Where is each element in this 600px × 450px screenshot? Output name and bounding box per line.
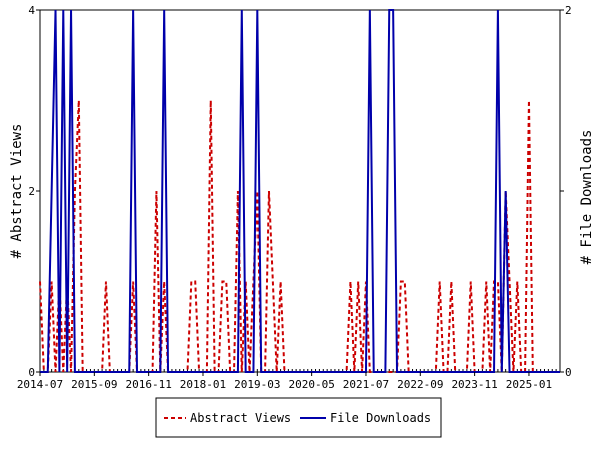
series-layer [39, 9, 560, 373]
y-right-tick-label: 2 [565, 4, 572, 17]
plot-area [39, 9, 561, 373]
x-tick-label: 2021-07 [343, 378, 389, 391]
y-right-tick-label: 0 [565, 366, 572, 379]
y-right-axis-title: # File Downloads [579, 130, 595, 265]
x-tick-label: 2014-07 [17, 378, 63, 391]
y-left-ticks: 0 2 4 [28, 4, 40, 379]
x-tick-label: 2022-09 [397, 378, 443, 391]
y-left-tick-label: 2 [28, 185, 35, 198]
x-tick-label: 2020-05 [288, 378, 334, 391]
x-tick-labels: 2014-07 2015-09 2016-11 2018-01 2019-03 2020-… [17, 372, 552, 391]
x-tick-label: 2019-03 [234, 378, 280, 391]
legend-box [155, 397, 442, 438]
x-tick-label: 2023-11 [451, 378, 497, 391]
legend: Abstract Views File Downloads [155, 397, 442, 438]
legend-label-file-downloads: File Downloads [330, 411, 431, 425]
y-right-ticks: 02 [560, 4, 572, 379]
y-left-axis-title: # Abstract Views [9, 124, 25, 259]
x-tick-label: 2025-01 [506, 378, 552, 391]
x-tick-label: 2018-01 [180, 378, 226, 391]
legend-label-abstract-views: Abstract Views [190, 411, 291, 425]
x-tick-label: 2016-11 [125, 378, 171, 391]
series-line-file-downloads [40, 9, 560, 373]
y-left-tick-label: 0 [28, 366, 35, 379]
y-left-tick-label: 4 [28, 4, 35, 17]
x-tick-label: 2015-09 [71, 378, 117, 391]
